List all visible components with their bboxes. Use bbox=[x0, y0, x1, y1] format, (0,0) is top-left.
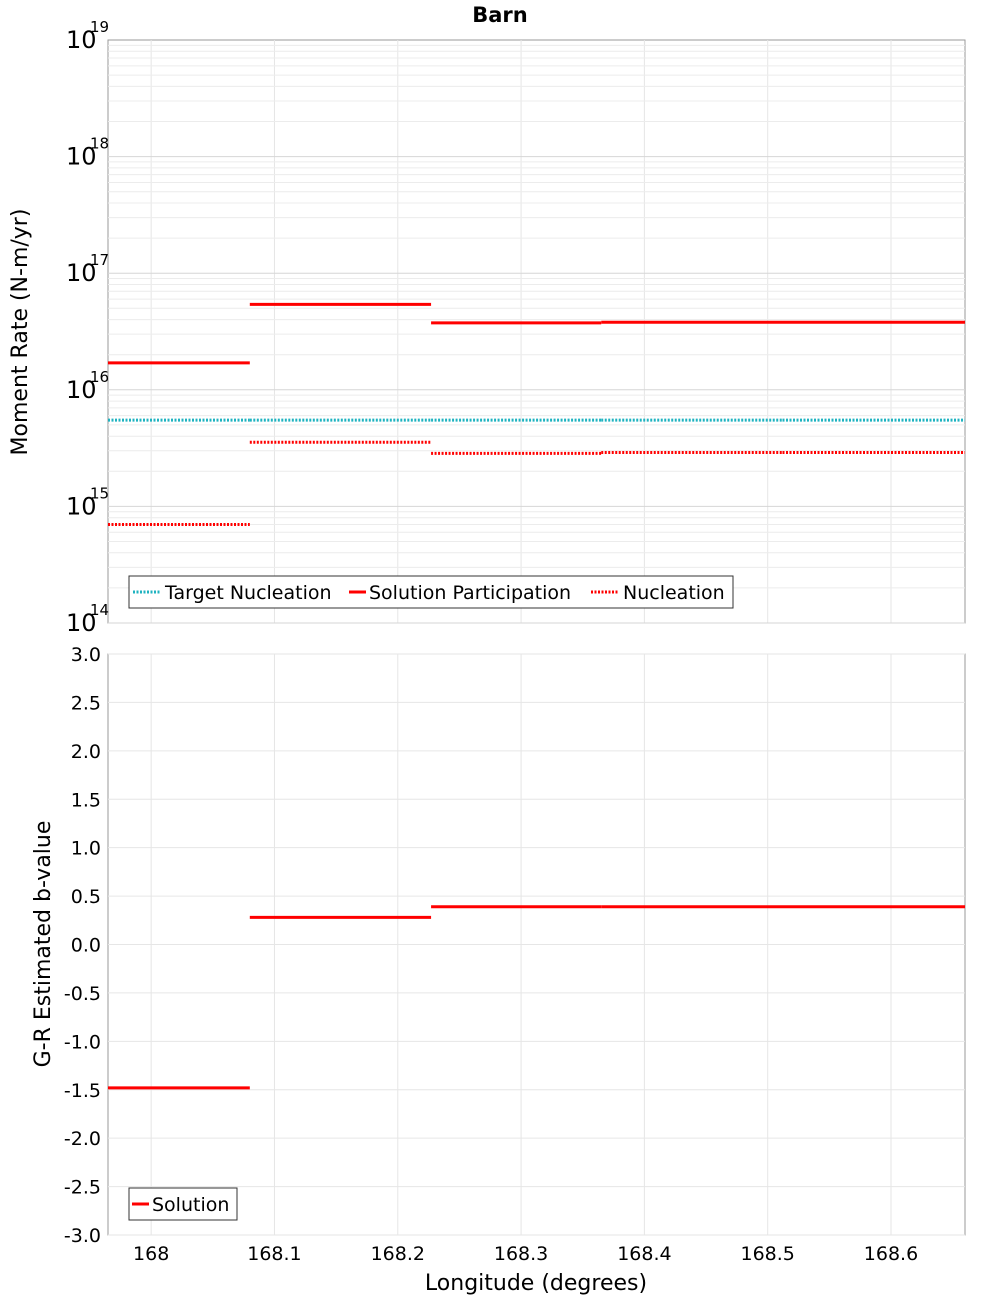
x-tick-5: 168.5 bbox=[741, 1243, 795, 1265]
moment-rate-legend: Target Nucleation Solution Participation… bbox=[128, 575, 734, 609]
b-value-y-tick-8: 1.0 bbox=[71, 838, 101, 860]
legend-label-target-nucleation: Target Nucleation bbox=[164, 582, 332, 604]
b-value-y-tick-12: 3.0 bbox=[71, 644, 101, 666]
x-tick-labels: 168 168.1 168.2 168.3 168.4 168.5 168.6 bbox=[133, 1243, 918, 1265]
moment-rate-grid bbox=[108, 40, 965, 624]
x-tick-3: 168.3 bbox=[494, 1243, 548, 1265]
x-tick-6: 168.6 bbox=[864, 1243, 918, 1265]
y-tick-exponent: 15 bbox=[90, 484, 109, 502]
y-tick-exponent: 17 bbox=[90, 251, 109, 269]
b-value-y-tick-11: 2.5 bbox=[71, 692, 101, 714]
b-value-y-tick-1: -2.5 bbox=[64, 1177, 101, 1199]
b-value-y-tick-3: -1.5 bbox=[64, 1080, 101, 1102]
moment-rate-y-axis-label: Moment Rate (N-m/yr) bbox=[8, 209, 33, 456]
legend-label-solution-participation: Solution Participation bbox=[369, 582, 571, 604]
y-tick-base: 10 bbox=[66, 376, 97, 404]
legend-label-nucleation: Nucleation bbox=[623, 582, 725, 604]
b-value-y-tick-4: -1.0 bbox=[64, 1031, 101, 1053]
b-value-panel: -3.0 -2.5 -2.0 -1.5 -1.0 -0.5 0.0 0.5 1.0 1.5 2.0 2… bbox=[31, 644, 966, 1296]
b-value-y-tick-9: 1.5 bbox=[71, 789, 101, 811]
y-tick-base: 10 bbox=[66, 259, 97, 287]
b-value-y-tick-labels: -3.0 -2.5 -2.0 -1.5 -1.0 -0.5 0.0 0.5 1.0 1.5 2.0 2… bbox=[64, 644, 101, 1247]
x-tick-0: 168 bbox=[133, 1243, 169, 1265]
x-axis-label: Longitude (degrees) bbox=[425, 1271, 647, 1296]
y-tick-base: 10 bbox=[66, 26, 97, 54]
legend-label-solution: Solution bbox=[152, 1194, 229, 1216]
x-tick-1: 168.1 bbox=[247, 1243, 301, 1265]
b-value-y-tick-10: 2.0 bbox=[71, 741, 101, 763]
x-tick-2: 168.2 bbox=[371, 1243, 425, 1265]
b-value-grid bbox=[108, 653, 965, 1236]
moment-rate-plot-area bbox=[107, 39, 966, 624]
x-tick-4: 168.4 bbox=[617, 1243, 671, 1265]
y-tick-exponent: 18 bbox=[90, 135, 109, 153]
b-value-y-tick-7: 0.5 bbox=[71, 886, 101, 908]
y-tick-base: 10 bbox=[66, 492, 97, 520]
y-tick-exponent: 16 bbox=[90, 368, 109, 386]
y-tick-base: 10 bbox=[66, 143, 97, 171]
b-value-y-tick-0: -3.0 bbox=[64, 1225, 101, 1247]
y-tick-exponent: 14 bbox=[90, 601, 109, 619]
y-tick-exponent: 19 bbox=[90, 18, 109, 36]
b-value-y-tick-5: -0.5 bbox=[64, 983, 101, 1005]
b-value-y-tick-2: -2.0 bbox=[64, 1128, 101, 1150]
b-value-y-tick-6: 0.0 bbox=[71, 935, 101, 957]
moment-rate-series bbox=[108, 302, 965, 526]
b-value-legend: Solution bbox=[128, 1187, 238, 1221]
y-tick-base: 10 bbox=[66, 609, 97, 637]
chart-title: Barn bbox=[472, 3, 527, 27]
moment-rate-legend-box bbox=[128, 575, 734, 609]
b-value-series bbox=[108, 905, 965, 1090]
b-value-y-axis-label: G-R Estimated b-value bbox=[31, 821, 56, 1068]
